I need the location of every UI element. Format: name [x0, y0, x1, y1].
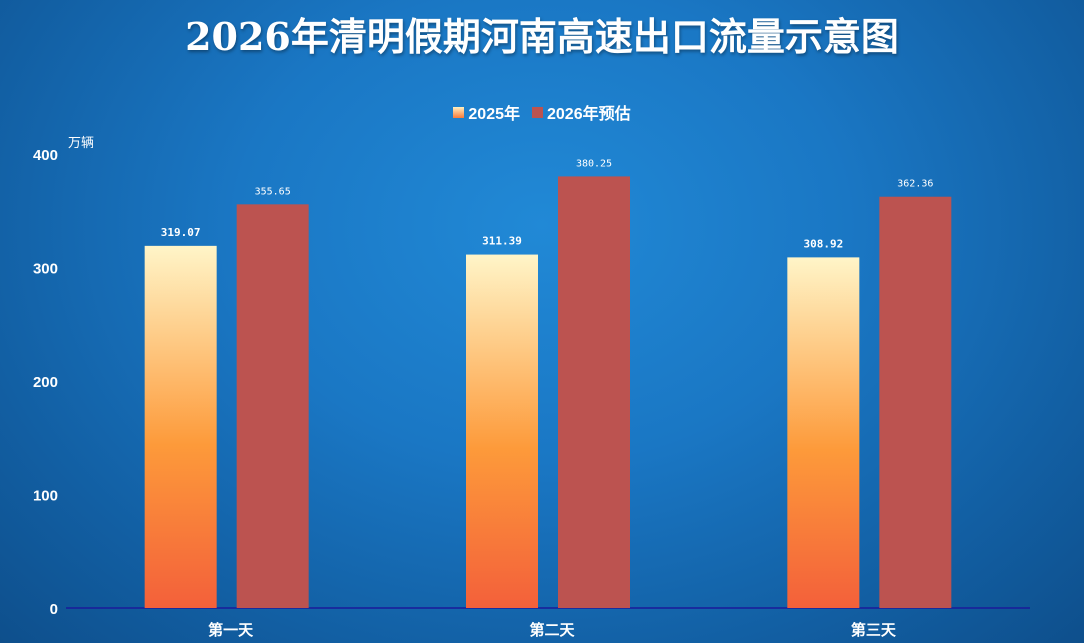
legend-item-2025[interactable]: 2025年	[453, 100, 520, 124]
bar-2026	[879, 196, 952, 608]
data-label: 308.92	[803, 237, 843, 250]
bar-2026	[558, 176, 630, 608]
legend-swatch-2025	[453, 106, 465, 118]
legend: 2025年 2026年预估	[0, 100, 1084, 124]
x-tick-label: 第三天	[851, 621, 897, 639]
x-tick-label: 第二天	[529, 621, 575, 639]
bar-2025	[144, 245, 217, 609]
y-tick-label: 100	[33, 488, 58, 505]
legend-label-2026: 2026年预估	[547, 106, 631, 123]
data-label: 355.65	[255, 186, 291, 197]
bar-2025	[787, 257, 860, 608]
data-label: 362.36	[897, 179, 933, 190]
chart-title: 2026年清明假期河南高速出口流量示意图	[185, 14, 899, 59]
y-tick-label: 400	[33, 147, 58, 164]
legend-item-2026[interactable]: 2026年预估	[532, 100, 631, 124]
bar-2025	[466, 254, 538, 608]
y-axis-unit-label: 万辆	[68, 136, 94, 151]
x-tick-label: 第一天	[208, 621, 254, 639]
legend-label-2025: 2025年	[468, 106, 520, 123]
y-tick-label: 200	[33, 374, 58, 391]
legend-swatch-2026	[532, 106, 543, 118]
y-tick-label: 300	[33, 261, 58, 278]
bar-2026	[236, 204, 309, 608]
data-label: 311.39	[482, 235, 522, 248]
y-tick-label: 0	[50, 601, 58, 618]
data-label: 319.07	[161, 226, 201, 239]
data-label: 380.25	[576, 158, 612, 169]
